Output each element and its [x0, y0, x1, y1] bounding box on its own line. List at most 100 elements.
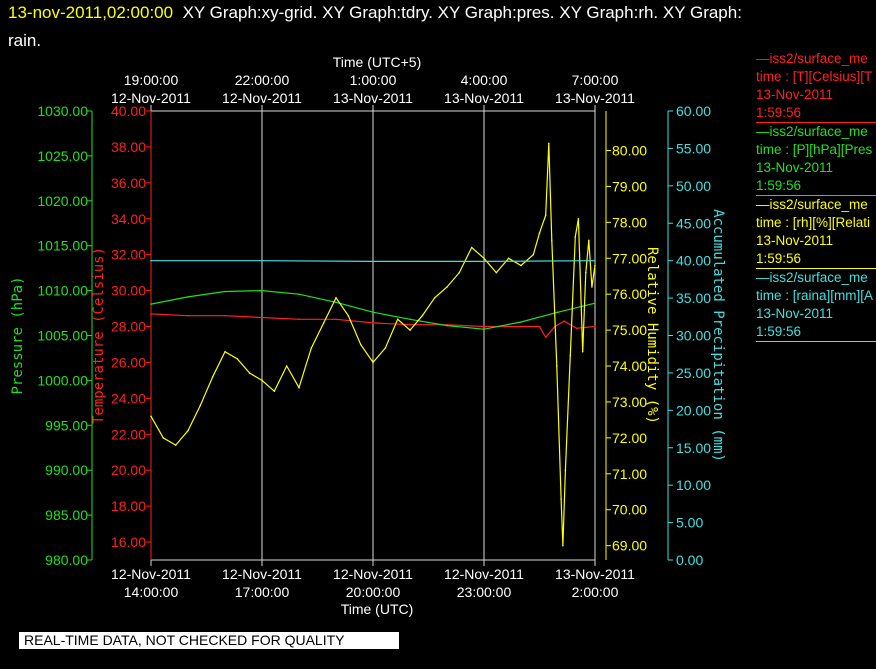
temperature-tick-label: 20.00 — [111, 462, 146, 478]
pressure-axis-title: Pressure (hPa) — [10, 276, 26, 394]
title-timestamp: 13-nov-2011,02:00:00 — [8, 3, 174, 22]
temperature-data-point — [224, 314, 226, 317]
legend-entry-pressure: —iss2/surface_me time : [P][hPa][Pres 13-N… — [756, 123, 876, 196]
precip-tick-label: 0.00 — [676, 552, 703, 568]
precip-data-point — [594, 259, 596, 262]
top-tick-date: 13-Nov-2011 — [444, 90, 524, 106]
pressure-tick-label: 995.00 — [45, 417, 88, 433]
temperature-data-point — [261, 316, 263, 319]
precip-tick-label: 50.00 — [676, 178, 711, 194]
temperature-tick-label: 40.00 — [111, 103, 146, 119]
humidity-data-point — [532, 253, 535, 256]
humidity-data-point — [285, 365, 288, 367]
temperature-data-point — [563, 320, 565, 322]
top-tick-time: 22:00:00 — [235, 72, 290, 88]
temperature-data-point — [544, 336, 547, 339]
legend-line: —iss2/surface_me — [756, 51, 868, 66]
pressure-tick-label: 1005.00 — [37, 328, 88, 344]
pressure-data-point — [372, 311, 374, 314]
legend-line: 1:59:56 — [756, 251, 802, 266]
humidity-data-point — [322, 322, 325, 324]
pressure-data-point — [261, 289, 263, 292]
top-tick-time: 4:00:00 — [461, 72, 508, 88]
humidity-tick-label: 74.00 — [612, 358, 647, 374]
temperature-data-point — [372, 322, 374, 324]
temperature-data-point — [298, 318, 300, 321]
bottom-tick-time: 20:00:00 — [346, 584, 401, 600]
temperature-tick-label: 38.00 — [111, 139, 146, 155]
top-tick-date: 12-Nov-2011 — [222, 90, 302, 106]
humidity-data-point — [150, 415, 152, 418]
humidity-data-point — [359, 343, 362, 346]
humidity-data-point — [174, 444, 177, 446]
pressure-tick-label: 1015.00 — [37, 238, 88, 254]
bottom-tick-time: 2:00:00 — [572, 584, 619, 600]
humidity-data-point — [560, 498, 562, 500]
bottom-axis-title: Time (UTC) — [341, 601, 414, 617]
legend-separator — [756, 122, 876, 123]
bottom-tick-time: 14:00:00 — [124, 584, 179, 600]
top-tick-time: 19:00:00 — [124, 72, 179, 88]
humidity-data-point — [495, 271, 498, 274]
humidity-data-point — [224, 350, 226, 353]
humidity-data-point — [585, 271, 587, 274]
humidity-tick-label: 71.00 — [612, 466, 647, 482]
precip-tick-label: 10.00 — [676, 477, 711, 493]
humidity-tick-label: 69.00 — [612, 538, 647, 554]
precip-tick-label: 35.00 — [676, 290, 711, 306]
temperature-data-point — [575, 327, 578, 330]
legend-entry-precip: —iss2/surface_me time : [raina][mm][A 13-N… — [756, 269, 876, 342]
bottom-tick-date: 12-Nov-2011 — [444, 566, 524, 582]
pressure-tick-label: 980.00 — [45, 552, 88, 568]
quality-warning-banner: REAL-TIME DATA, NOT CHECKED FOR QUALITY — [19, 632, 399, 649]
precip-tick-label: 25.00 — [676, 365, 711, 381]
pressure-tick-label: 1025.00 — [37, 148, 88, 164]
temperature-tick-label: 30.00 — [111, 283, 146, 299]
legend-line: 13-Nov-2011 — [756, 233, 834, 248]
pressure-tick-label: 1020.00 — [37, 193, 88, 209]
bottom-tick-time: 17:00:00 — [235, 584, 290, 600]
precip-tick-label: 45.00 — [676, 215, 711, 231]
humidity-tick-label: 79.00 — [612, 178, 647, 194]
temperature-tick-label: 24.00 — [111, 390, 146, 406]
humidity-data-point — [458, 271, 461, 274]
temperature-tick-label: 34.00 — [111, 211, 146, 227]
humidity-tick-label: 80.00 — [612, 143, 647, 159]
temperature-data-point — [409, 323, 411, 326]
humidity-data-point — [470, 246, 473, 249]
pressure-tick-label: 1010.00 — [37, 283, 88, 299]
pressure-data-point — [409, 318, 411, 321]
humidity-data-point — [446, 286, 448, 288]
precip-data-point — [150, 259, 152, 262]
precip-data-point — [261, 259, 263, 262]
humidity-data-point — [556, 365, 558, 367]
humidity-data-point — [588, 239, 590, 242]
legend-line: 13-Nov-2011 — [756, 87, 834, 102]
legend-separator — [756, 195, 876, 196]
legend-line: 1:59:56 — [756, 324, 802, 339]
pressure-data-point — [557, 311, 559, 314]
legend-separator — [756, 341, 876, 342]
humidity-data-point — [335, 297, 337, 299]
humidity-data-point — [569, 354, 572, 357]
title-graph-list-continued: rain. — [8, 31, 42, 50]
legend-line: time : [T][Celsius][T — [756, 69, 873, 84]
humidity-data-point — [551, 239, 553, 242]
humidity-data-point — [372, 361, 374, 364]
precip-tick-label: 55.00 — [676, 140, 711, 156]
top-tick-time: 1:00:00 — [350, 72, 397, 88]
pressure-tick-label: 985.00 — [45, 507, 88, 523]
humidity-data-point — [574, 235, 577, 238]
precip-tick-label: 40.00 — [676, 253, 711, 269]
legend-line: —iss2/surface_me — [756, 197, 868, 212]
precip-tick-label: 20.00 — [676, 402, 711, 418]
pressure-data-point — [224, 290, 226, 293]
temperature-data-point — [520, 325, 522, 328]
humidity-data-point — [564, 469, 567, 472]
humidity-data-point — [347, 314, 350, 317]
humidity-data-point — [261, 379, 263, 382]
humidity-data-point — [421, 314, 424, 317]
humidity-data-point — [248, 372, 251, 375]
